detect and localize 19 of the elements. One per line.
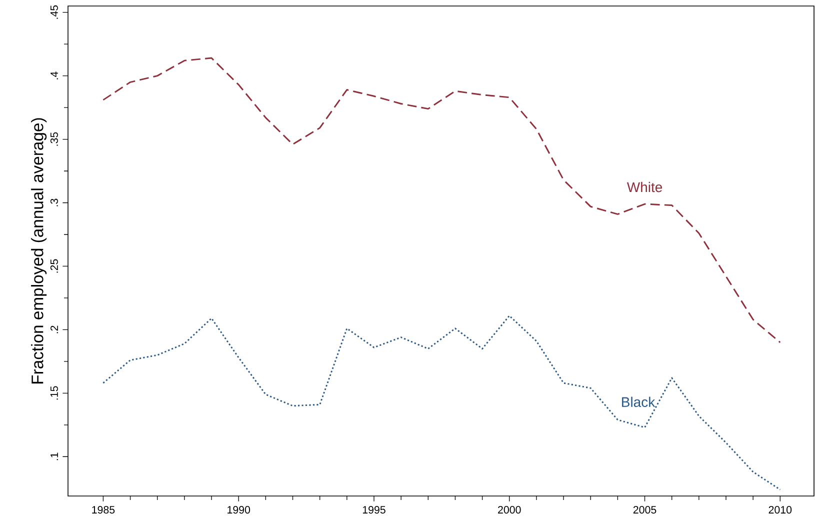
y-tick-label: .1	[50, 452, 58, 460]
y-axis-title: Fraction employed (annual average)	[31, 118, 47, 384]
line-series	[102, 57, 781, 344]
y-tick-label: .25	[50, 259, 58, 273]
x-tick-label: 2010	[768, 506, 792, 514]
y-tick-label: .45	[50, 5, 58, 19]
x-tick-label: 1995	[362, 506, 386, 514]
y-tick-label: .4	[50, 72, 58, 80]
x-tick-label: 1985	[92, 506, 115, 514]
x-tick-label: 2000	[498, 506, 521, 514]
line-series	[102, 314, 781, 490]
y-tick-label: .2	[50, 326, 58, 334]
x-tick-label: 2005	[633, 506, 656, 514]
y-tick-label: .35	[50, 132, 58, 146]
y-tick-label: .3	[50, 198, 58, 206]
x-tick-label: 1990	[228, 506, 250, 514]
series-label: Black	[622, 396, 656, 408]
series-label: White	[626, 182, 662, 192]
y-tick-label: .15	[50, 386, 58, 400]
